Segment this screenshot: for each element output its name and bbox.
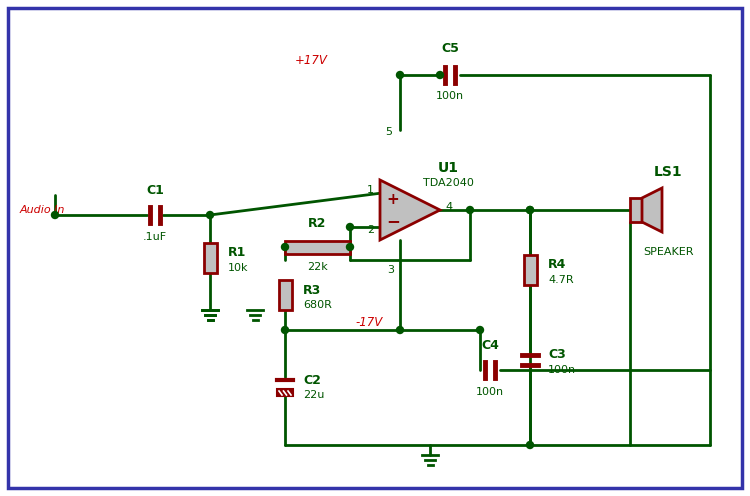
Polygon shape: [642, 188, 662, 232]
Circle shape: [397, 326, 404, 333]
Circle shape: [526, 206, 533, 213]
Circle shape: [52, 211, 58, 219]
Text: U1: U1: [437, 161, 458, 175]
Circle shape: [206, 211, 214, 219]
Text: 3: 3: [387, 265, 394, 275]
Circle shape: [346, 224, 353, 231]
Text: 2: 2: [367, 225, 374, 235]
Circle shape: [476, 326, 484, 333]
Text: 4.7R: 4.7R: [548, 275, 574, 285]
Text: R2: R2: [308, 217, 327, 230]
Text: -17V: -17V: [355, 315, 382, 328]
Text: C3: C3: [548, 349, 566, 362]
Circle shape: [281, 326, 289, 333]
Circle shape: [526, 441, 533, 448]
Text: −: −: [386, 212, 400, 230]
Text: .1uF: .1uF: [143, 232, 167, 242]
Text: C2: C2: [303, 373, 321, 386]
Text: 22k: 22k: [308, 262, 328, 272]
Text: 1: 1: [367, 185, 374, 195]
Polygon shape: [380, 180, 440, 240]
Text: C5: C5: [441, 42, 459, 55]
Text: 5: 5: [385, 127, 392, 137]
Text: +17V: +17V: [295, 54, 328, 66]
Text: 100n: 100n: [436, 91, 464, 101]
Text: R4: R4: [548, 258, 566, 271]
Text: R3: R3: [303, 284, 321, 297]
Text: Audio In: Audio In: [20, 205, 65, 215]
Circle shape: [397, 71, 404, 78]
Bar: [630, 198, 642, 222]
Bar: [524, 255, 536, 285]
Circle shape: [526, 206, 533, 213]
Bar: [203, 243, 217, 273]
Text: 10k: 10k: [228, 263, 248, 273]
Circle shape: [281, 244, 289, 250]
Text: C1: C1: [146, 184, 164, 197]
Text: 680R: 680R: [303, 300, 332, 310]
Text: 100n: 100n: [476, 387, 504, 397]
Text: R1: R1: [228, 247, 246, 259]
Circle shape: [436, 71, 443, 78]
Text: 22u: 22u: [303, 390, 324, 400]
Circle shape: [346, 244, 353, 250]
Text: TDA2040: TDA2040: [422, 178, 473, 188]
Text: +: +: [387, 191, 400, 207]
Text: LS1: LS1: [654, 165, 682, 179]
Bar: [277, 389, 293, 396]
Circle shape: [466, 206, 473, 213]
Text: 4: 4: [445, 202, 452, 212]
Bar: [285, 241, 350, 253]
Bar: [278, 280, 292, 310]
Text: C4: C4: [481, 339, 499, 352]
Text: SPEAKER: SPEAKER: [643, 247, 693, 257]
Text: 100n: 100n: [548, 365, 576, 375]
